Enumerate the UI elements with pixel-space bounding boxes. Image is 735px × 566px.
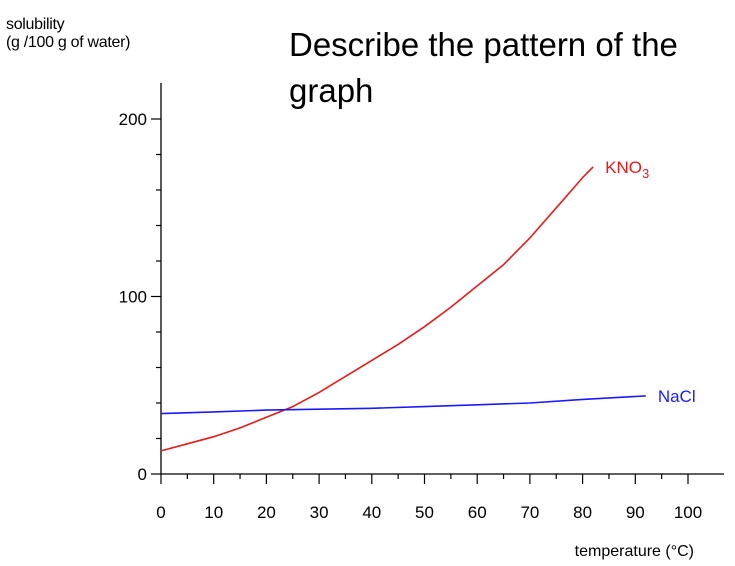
x-tick-label: 80	[573, 503, 592, 522]
y-tick-label: 100	[119, 288, 147, 307]
question-prompt: Describe the pattern of the graph	[289, 26, 678, 109]
x-tick-label: 100	[674, 503, 702, 522]
y-tick-label: 0	[138, 465, 147, 484]
series-line-nacl	[160, 395, 646, 415]
x-tick-label: 70	[520, 503, 539, 522]
x-tick-label: 30	[310, 503, 329, 522]
series-label-subscript: 3	[642, 166, 649, 181]
x-tick-label: 20	[257, 503, 276, 522]
y-axis-title-line2: (g /100 g of water)	[6, 34, 131, 51]
series-label-kno3: KNO3	[605, 158, 649, 181]
series-label-nacl: NaCl	[658, 387, 696, 406]
x-tick-label: 60	[468, 503, 487, 522]
y-axis-title-line1: solubility	[6, 16, 65, 33]
x-tick-label: 90	[626, 503, 645, 522]
x-tick-label: 0	[156, 503, 165, 522]
x-tick-label: 40	[362, 503, 381, 522]
y-tick-label: 200	[119, 110, 147, 129]
x-axis-title: temperature (°C)	[575, 543, 694, 560]
y-axis-title: solubility (g /100 g of water)	[6, 16, 130, 52]
x-tick-label: 50	[415, 503, 434, 522]
x-tick-label: 10	[204, 503, 223, 522]
series-line-kno3	[160, 166, 594, 452]
